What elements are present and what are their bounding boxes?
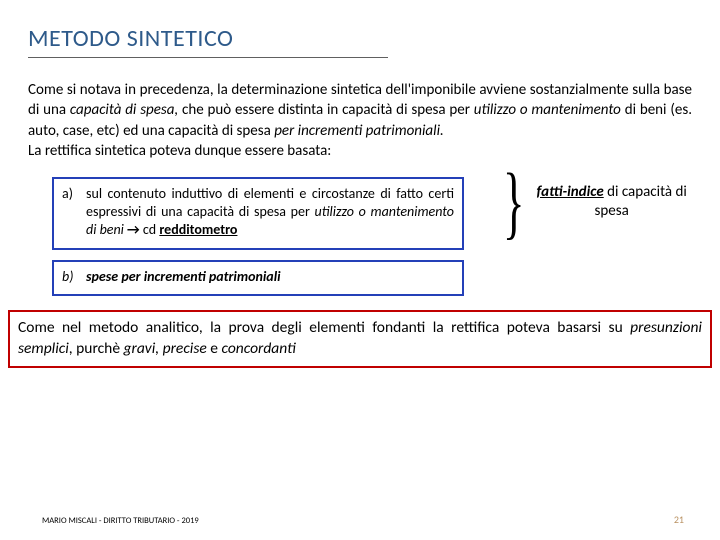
title-underline — [28, 57, 388, 58]
brace-t1: fatti-indice — [537, 183, 604, 201]
list-area: a) sul contenuto induttivo di elementi e… — [52, 177, 692, 296]
para1-text-c: che può essere distinta in capacità di s… — [178, 101, 474, 119]
curly-brace-icon: } — [503, 173, 525, 230]
item-a-box: a) sul contenuto induttivo di elementi e… — [52, 177, 464, 250]
para1-text-g: La rettifica sintetica poteva dunque ess… — [28, 142, 331, 160]
slide-title: METODO SINTETICO — [28, 24, 692, 53]
red-t6: concordanti — [222, 339, 296, 358]
brace-group: } fatti-indice di capacità di spesa — [494, 173, 692, 230]
red-callout-box: Come nel metodo analitico, la prova degl… — [8, 310, 712, 368]
item-a-t3: cd — [143, 221, 159, 238]
brace-label: fatti-indice di capacità di spesa — [527, 183, 692, 221]
red-t4: gravi, precise — [124, 339, 207, 358]
brace-t2: di capacità di spesa — [595, 183, 687, 220]
item-b-label: b) — [62, 268, 86, 286]
page-number: 21 — [674, 513, 684, 526]
intro-paragraph: Come si notava in precedenza, la determi… — [28, 80, 692, 161]
item-a-t4: redditometro — [159, 221, 237, 238]
item-a-text: sul contenuto induttivo di elementi e ci… — [86, 185, 454, 240]
para1-text-d: utilizzo o mantenimento — [474, 101, 621, 119]
footer-text: MARIO MISCALI - DIRITTO TRIBUTARIO - 201… — [42, 516, 199, 526]
red-t1: Come nel metodo analitico, la prova degl… — [18, 318, 630, 337]
red-t3: , purchè — [69, 339, 124, 358]
para1-text-b: capacità di spesa, — [70, 101, 178, 119]
item-b-box: b) spese per incrementi patrimoniali — [52, 260, 464, 296]
item-b-text: spese per incrementi patrimoniali — [86, 268, 454, 286]
para1-text-f: per incrementi patrimoniali. — [274, 122, 444, 140]
red-t5: e — [207, 339, 222, 358]
item-a-label: a) — [62, 185, 86, 240]
item-a-arrow: → — [124, 221, 143, 238]
